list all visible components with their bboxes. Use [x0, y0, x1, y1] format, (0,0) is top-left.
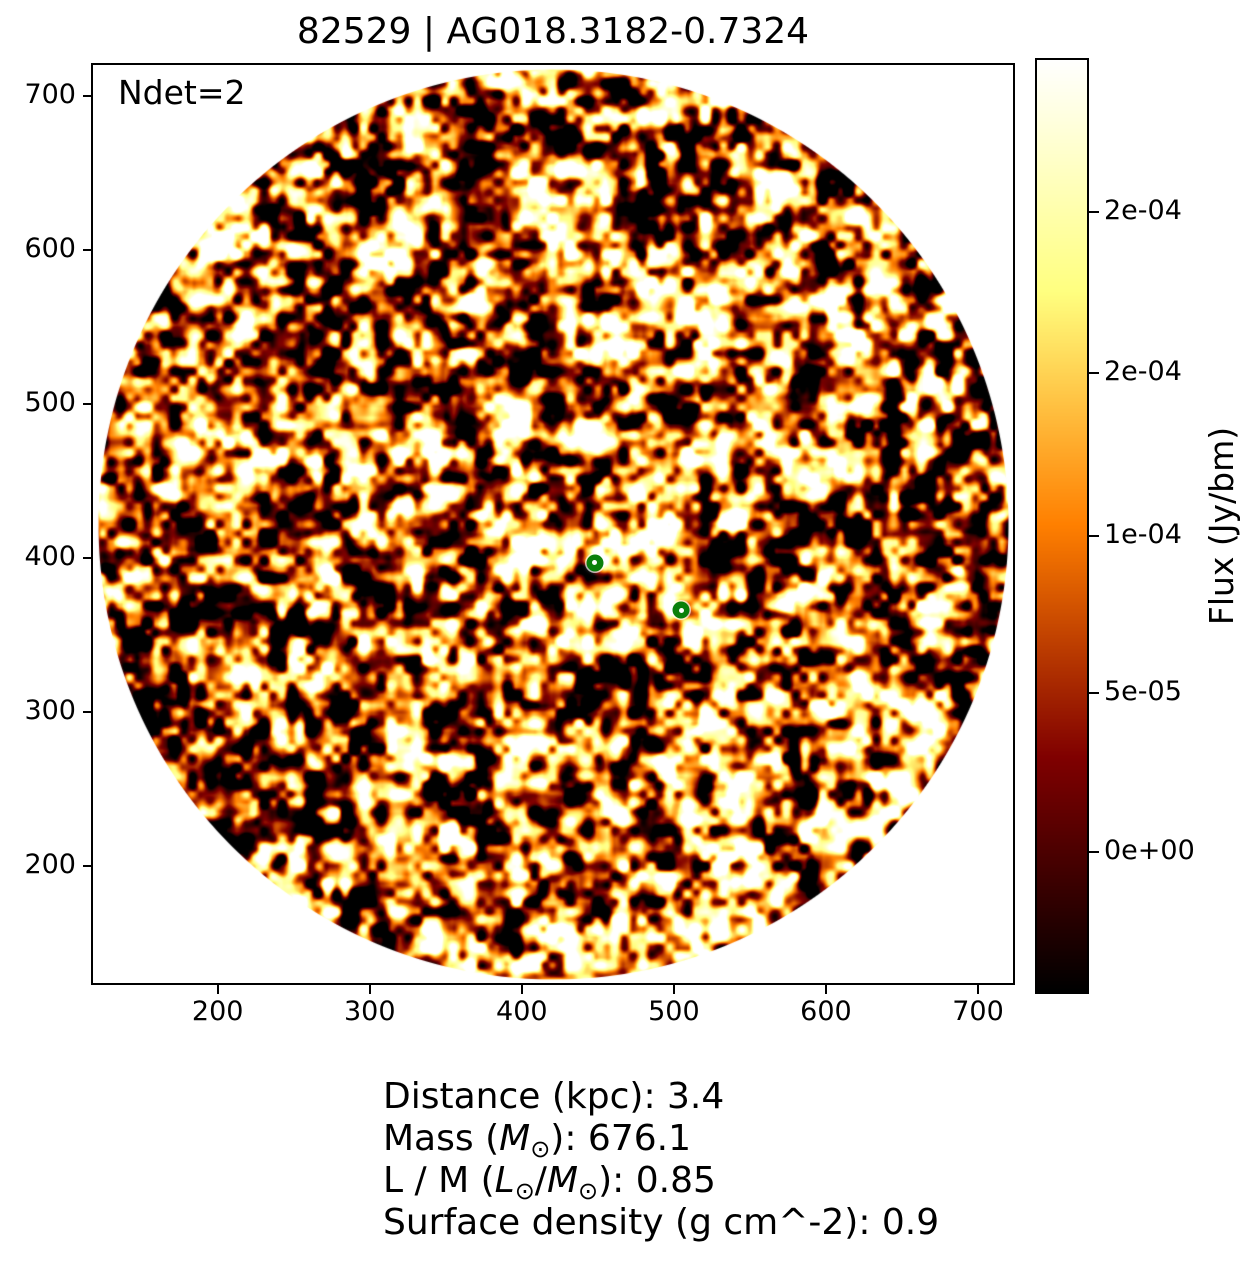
y-tick-mark — [83, 710, 93, 713]
x-tick-label: 300 — [343, 996, 396, 1027]
x-tick-label: 400 — [496, 996, 548, 1027]
colorbar-tick-label: 2e-04 — [1104, 356, 1182, 388]
x-tick-mark — [672, 984, 675, 994]
colorbar-tick-label: 5e-05 — [1104, 675, 1182, 707]
marker-center-dot — [678, 607, 684, 613]
plot-title: 82529 | AG018.3182-0.7324 — [296, 11, 810, 52]
colorbar-tick-label: 1e-04 — [1104, 519, 1182, 551]
y-tick-label: 300 — [24, 694, 76, 726]
y-tick-label: 200 — [24, 848, 76, 880]
colorbar-tick-label: 0e+00 — [1104, 835, 1195, 867]
flux-noise-image — [93, 65, 1013, 983]
y-tick-mark — [83, 864, 93, 867]
colorbar-tick-label: 2e-04 — [1104, 194, 1182, 226]
colorbar-tick-mark — [1089, 851, 1099, 854]
y-tick-mark — [83, 94, 93, 97]
x-tick-label: 200 — [191, 996, 244, 1027]
colorbar-label: Flux (Jy/bm) — [1202, 426, 1241, 626]
colorbar-tick-mark — [1089, 372, 1099, 375]
stats-line: L / M (L⊙/M⊙): 0.85 — [383, 1160, 716, 1205]
y-tick-label: 400 — [24, 540, 76, 572]
y-tick-mark — [83, 556, 93, 559]
colorbar-tick-mark — [1089, 691, 1099, 694]
stats-line: Surface density (g cm^-2): 0.9 — [383, 1202, 940, 1243]
ndet-annotation: Ndet=2 — [118, 73, 246, 112]
source-stats-text: Distance (kpc): 3.4 Mass (M⊙): 676.1 L / M… — [383, 1076, 939, 1244]
y-tick-label: 600 — [24, 232, 76, 264]
stats-line: Mass (M⊙): 676.1 — [383, 1118, 691, 1163]
x-tick-label: 500 — [648, 996, 700, 1027]
marker-center-dot — [592, 560, 598, 565]
x-tick-mark — [520, 984, 523, 994]
detection-marker — [672, 601, 690, 619]
x-tick-mark — [977, 984, 980, 994]
x-tick-label: 600 — [800, 996, 852, 1027]
colorbar-tick-mark — [1089, 535, 1099, 538]
stats-line: Distance (kpc): 3.4 — [383, 1076, 725, 1117]
x-tick-mark — [368, 984, 371, 994]
y-tick-mark — [83, 248, 93, 251]
colorbar-tick-mark — [1089, 210, 1099, 213]
y-tick-label: 500 — [24, 386, 76, 418]
plot-area: Ndet=2 — [91, 63, 1015, 985]
detection-marker — [586, 554, 604, 571]
y-tick-label: 700 — [24, 78, 76, 110]
colorbar-gradient — [1037, 60, 1087, 992]
x-tick-mark — [216, 984, 219, 994]
y-tick-mark — [83, 402, 93, 405]
x-tick-mark — [824, 984, 827, 994]
colorbar — [1035, 58, 1089, 994]
x-tick-label: 700 — [952, 996, 1004, 1027]
